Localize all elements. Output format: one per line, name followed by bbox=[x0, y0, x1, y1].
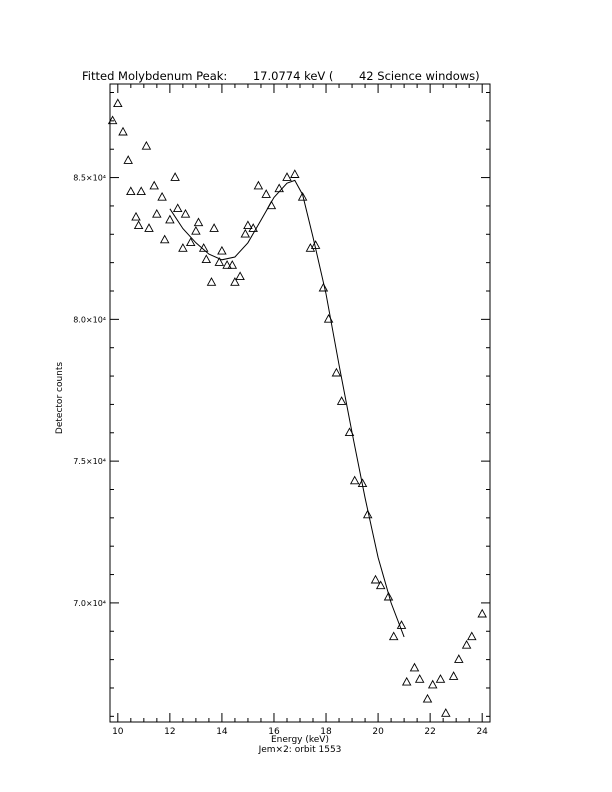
data-point bbox=[396, 620, 407, 629]
plot-axes bbox=[109, 83, 491, 723]
data-point bbox=[454, 654, 464, 663]
y-tick-label: 7.5×10⁴ bbox=[73, 457, 106, 466]
data-point bbox=[198, 243, 209, 252]
plot-frame bbox=[109, 83, 491, 723]
data-point bbox=[180, 208, 191, 218]
fit-curve bbox=[169, 179, 405, 638]
x-axis-label: Energy (keV) bbox=[271, 735, 329, 745]
data-point bbox=[126, 186, 136, 196]
data-point bbox=[222, 260, 232, 269]
data-point bbox=[266, 200, 277, 210]
y-axis-label: Detector counts bbox=[55, 362, 65, 434]
data-point bbox=[185, 237, 196, 247]
x-tick-label: 18 bbox=[320, 727, 332, 737]
data-point bbox=[157, 191, 167, 201]
x-tick-label: 24 bbox=[476, 727, 488, 737]
data-points bbox=[107, 98, 487, 717]
data-point bbox=[253, 180, 264, 190]
data-point bbox=[243, 220, 253, 230]
data-point bbox=[209, 223, 219, 232]
data-point bbox=[323, 313, 334, 323]
data-point bbox=[448, 671, 459, 680]
data-point bbox=[318, 282, 329, 292]
data-point bbox=[201, 254, 212, 264]
fit-line bbox=[169, 179, 405, 638]
x-tick-label: 14 bbox=[216, 727, 228, 737]
y-tick-label: 8.5×10⁴ bbox=[73, 174, 106, 183]
data-point bbox=[230, 277, 240, 286]
data-point bbox=[375, 580, 386, 590]
data-point bbox=[261, 189, 271, 198]
data-point bbox=[123, 155, 133, 164]
data-point bbox=[349, 475, 360, 485]
data-point bbox=[422, 693, 433, 703]
data-point bbox=[331, 367, 342, 377]
data-point bbox=[336, 396, 347, 405]
data-point bbox=[477, 608, 487, 618]
data-point bbox=[113, 98, 123, 108]
x-tick-label: 22 bbox=[424, 727, 435, 737]
x-tick-label: 16 bbox=[268, 727, 280, 737]
data-point bbox=[235, 271, 245, 281]
data-point bbox=[144, 223, 154, 232]
data-point bbox=[383, 591, 394, 601]
data-point bbox=[401, 676, 412, 686]
data-point bbox=[170, 172, 180, 181]
x-tick-label: 20 bbox=[372, 727, 384, 737]
data-point bbox=[297, 191, 308, 201]
data-point bbox=[214, 257, 225, 266]
data-point bbox=[240, 228, 251, 238]
data-point bbox=[152, 208, 162, 218]
footer-label: Jem×2: orbit 1553 bbox=[258, 745, 342, 755]
chart-title: Fitted Molybdenum Peak: 17.0774 keV ( 42… bbox=[82, 69, 480, 83]
data-point bbox=[206, 277, 217, 286]
data-point bbox=[107, 115, 118, 125]
data-point bbox=[136, 186, 146, 196]
data-point bbox=[461, 639, 472, 649]
x-tick-label: 12 bbox=[164, 727, 175, 737]
data-point bbox=[344, 427, 355, 437]
data-point bbox=[414, 674, 425, 683]
data-point bbox=[118, 126, 128, 136]
data-point bbox=[172, 203, 183, 213]
data-point bbox=[441, 708, 451, 717]
data-point bbox=[290, 169, 300, 178]
data-point bbox=[427, 679, 438, 689]
data-point bbox=[467, 631, 477, 641]
data-point bbox=[217, 245, 227, 255]
data-point bbox=[149, 180, 159, 190]
data-point bbox=[310, 240, 321, 249]
data-point bbox=[131, 211, 141, 221]
data-point bbox=[282, 172, 292, 181]
axis-ticks: 10 12 14 16 18 20 22 24 7.0×10⁴ 7.5×10⁴ 8.0×10⁴ 8.5… bbox=[73, 84, 490, 737]
data-point bbox=[227, 260, 238, 269]
data-point bbox=[370, 574, 381, 584]
data-point bbox=[409, 662, 420, 672]
data-point bbox=[435, 674, 446, 683]
data-point bbox=[274, 183, 284, 193]
data-point bbox=[388, 631, 399, 641]
data-point bbox=[362, 509, 373, 519]
data-point bbox=[248, 223, 258, 232]
data-point bbox=[165, 214, 175, 224]
data-point bbox=[133, 220, 144, 230]
data-point bbox=[178, 243, 188, 252]
data-point bbox=[159, 234, 170, 244]
data-point bbox=[193, 217, 204, 227]
x-tick-label: 10 bbox=[112, 727, 124, 737]
y-tick-label: 8.0×10⁴ bbox=[73, 315, 106, 324]
y-tick-label: 7.0×10⁴ bbox=[73, 599, 106, 608]
data-point bbox=[191, 225, 201, 235]
data-point bbox=[141, 140, 152, 150]
data-point bbox=[357, 478, 368, 488]
